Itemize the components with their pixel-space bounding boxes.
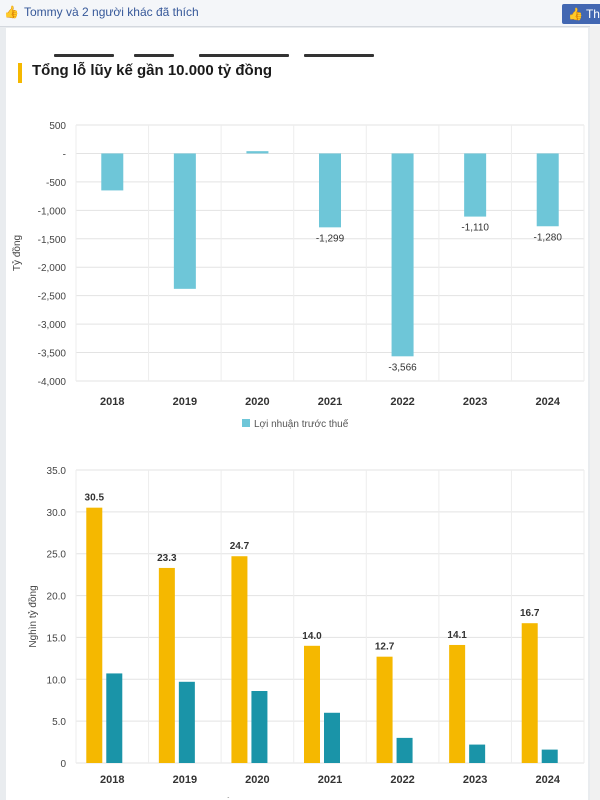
y-tick-label: 10.0 bbox=[47, 675, 67, 686]
y-tick-label: -3,500 bbox=[38, 349, 67, 360]
x-tick-label: 2021 bbox=[318, 774, 342, 786]
data-label: 14.1 bbox=[447, 630, 467, 641]
x-tick-label: 2022 bbox=[390, 774, 414, 786]
likes-summary[interactable]: 👍 Tommy và 2 người khác đã thích bbox=[4, 5, 199, 19]
article-image-card: Tổng lỗ lũy kế gần 10.000 tỷ đồng 500 - -5… bbox=[6, 28, 588, 800]
y-tick-label: 500 bbox=[49, 121, 66, 132]
data-label: 30.5 bbox=[85, 493, 105, 504]
x-tick-label: 2019 bbox=[173, 774, 197, 786]
legend-label-total-assets: Tổng tài sản bbox=[218, 797, 273, 798]
x-tick-label: 2023 bbox=[463, 396, 487, 408]
x-tick-label: 2020 bbox=[245, 396, 269, 408]
bar-total-assets-2024 bbox=[521, 623, 538, 763]
bar-equity-2018 bbox=[106, 673, 123, 763]
bar-total-assets-2020 bbox=[231, 556, 248, 763]
bar-loss-2024 bbox=[536, 153, 559, 227]
loss-chart: 500 - -500 -1,000 -1,500 -2,000 -2,500 -3,000 -3… bbox=[11, 121, 585, 430]
legend-swatch-loss bbox=[242, 419, 250, 427]
bar-loss-2019 bbox=[173, 153, 196, 289]
y-tick-label: 0 bbox=[60, 759, 66, 770]
thumbs-up-icon: 👍 bbox=[4, 5, 19, 19]
y-axis-label: Nghìn tỷ đồng bbox=[27, 585, 39, 647]
bar-equity-2019 bbox=[178, 681, 195, 763]
like-button[interactable]: 👍 Th bbox=[562, 4, 600, 24]
scrollbar[interactable] bbox=[590, 26, 600, 800]
x-tick-label: 2021 bbox=[318, 396, 342, 408]
y-tick-label: 5.0 bbox=[52, 717, 66, 728]
bar-equity-2024 bbox=[541, 749, 558, 763]
bar-equity-2023 bbox=[469, 744, 486, 763]
bar-equity-2020 bbox=[251, 691, 268, 763]
legend-label-equity: Vốn chủ sở hữu bbox=[302, 797, 374, 798]
data-label: -3,566 bbox=[388, 362, 417, 373]
x-tick-label: 2020 bbox=[245, 774, 269, 786]
y-tick-label: 20.0 bbox=[47, 592, 67, 603]
x-tick-label: 2024 bbox=[535, 396, 560, 408]
x-tick-label: 2018 bbox=[100, 774, 124, 786]
bar-total-assets-2019 bbox=[158, 567, 175, 763]
legend-label-loss: Lợi nhuận trước thuế bbox=[254, 418, 349, 430]
likes-bar: 👍 Tommy và 2 người khác đã thích 👍 Th bbox=[0, 0, 600, 27]
bar-loss-2021 bbox=[319, 153, 341, 228]
bar-equity-2022 bbox=[396, 737, 413, 763]
data-label: -1,110 bbox=[461, 223, 489, 234]
data-label: 16.7 bbox=[520, 608, 540, 619]
data-label: -1,299 bbox=[316, 233, 345, 244]
y-tick-label: -2,500 bbox=[38, 292, 67, 303]
bar-loss-2020 bbox=[246, 151, 269, 154]
likes-text[interactable]: Tommy và 2 người khác đã thích bbox=[24, 5, 199, 19]
y-tick-label: -1,500 bbox=[38, 235, 67, 246]
bar-equity-2021 bbox=[324, 712, 340, 763]
y-tick-label: -2,000 bbox=[38, 263, 67, 274]
assets-equity-chart: 0 5.0 10.0 15.0 20.0 25.0 30.0 35.0 Nghìn tỷ đồn… bbox=[27, 466, 585, 798]
like-button-label: Th bbox=[585, 7, 600, 21]
data-label: 23.3 bbox=[157, 553, 177, 564]
bar-loss-2018 bbox=[101, 153, 124, 191]
y-tick-label: - bbox=[63, 149, 66, 160]
cropped-heading-line bbox=[34, 54, 394, 58]
x-tick-label: 2024 bbox=[535, 774, 560, 786]
y-tick-label: 30.0 bbox=[47, 508, 67, 519]
data-label: 14.0 bbox=[302, 631, 322, 642]
y-tick-label: 25.0 bbox=[47, 550, 67, 561]
y-axis-label: Tỷ đồng bbox=[11, 235, 23, 271]
x-tick-label: 2018 bbox=[100, 396, 124, 408]
y-tick-label: -1,000 bbox=[38, 206, 67, 217]
y-tick-label: -500 bbox=[46, 178, 66, 189]
x-tick-label: 2023 bbox=[463, 774, 487, 786]
y-tick-label: 35.0 bbox=[47, 466, 67, 477]
data-label: 24.7 bbox=[230, 541, 250, 552]
x-tick-label: 2022 bbox=[390, 396, 414, 408]
bar-total-assets-2021 bbox=[304, 645, 320, 763]
bar-total-assets-2018 bbox=[86, 507, 103, 763]
y-tick-label: -3,000 bbox=[38, 320, 67, 331]
y-tick-label: 15.0 bbox=[47, 633, 67, 644]
chart-title: Tổng lỗ lũy kế gần 10.000 tỷ đồng bbox=[32, 62, 273, 79]
bar-total-assets-2023 bbox=[449, 644, 466, 763]
x-tick-label: 2019 bbox=[173, 396, 197, 408]
y-tick-label: -4,000 bbox=[38, 377, 67, 388]
data-label: 12.7 bbox=[375, 642, 395, 653]
bar-total-assets-2022 bbox=[376, 656, 393, 763]
bar-loss-2023 bbox=[464, 153, 487, 217]
data-label: -1,280 bbox=[534, 232, 563, 243]
thumbs-up-icon: 👍 bbox=[568, 7, 583, 21]
bar-loss-2022 bbox=[391, 153, 414, 357]
title-accent-bar bbox=[18, 63, 22, 83]
